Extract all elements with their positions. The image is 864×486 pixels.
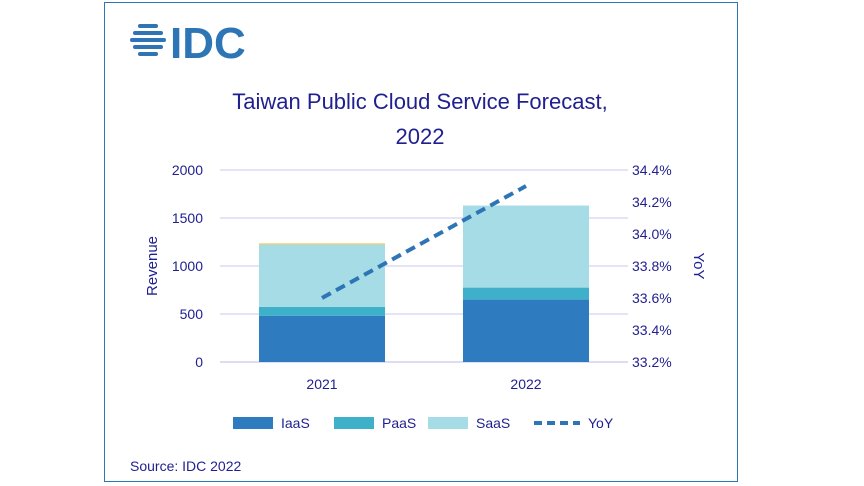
y2-tick-label: 34.0% xyxy=(632,226,672,242)
y2-tick-label: 34.4% xyxy=(632,162,672,178)
legend-label-saas: SaaS xyxy=(476,415,510,431)
x-axis-ticks: 2021 2022 xyxy=(306,376,541,392)
chart-title-line: Taiwan Public Cloud Service Forecast, xyxy=(232,89,607,114)
legend-label-yoy: YoY xyxy=(588,415,614,431)
legend-swatch-paas xyxy=(334,417,374,429)
y2-tick-label: 33.8% xyxy=(632,258,672,274)
y-axis-ticks: 0 500 1000 1500 2000 xyxy=(172,162,203,370)
x-tick-label: 2022 xyxy=(510,376,541,392)
bar-iaas-2022 xyxy=(463,299,589,362)
bar-segment-2021 xyxy=(259,243,385,245)
bar-paas-2021 xyxy=(259,306,385,316)
yoy-line-layer xyxy=(321,184,527,300)
yoy-line xyxy=(321,184,527,300)
source-note: Source: IDC 2022 xyxy=(130,458,242,474)
legend-swatch-iaas xyxy=(233,417,273,429)
axis-labels: Revenue YoY xyxy=(144,236,707,296)
idc-globe-icon xyxy=(130,24,166,56)
y-tick-label: 1500 xyxy=(172,210,203,226)
y2-tick-label: 33.2% xyxy=(632,354,672,370)
y-axis-label: Revenue xyxy=(144,236,161,296)
y2-tick-label: 33.4% xyxy=(632,322,672,338)
y-tick-label: 500 xyxy=(180,306,204,322)
legend: IaaS PaaS SaaS YoY xyxy=(233,415,614,431)
y2-axis-ticks: 33.2% 33.4% 33.6% 33.8% 34.0% 34.2% 34.4% xyxy=(632,162,672,370)
y2-tick-label: 33.6% xyxy=(632,290,672,306)
bar-iaas-2021 xyxy=(259,315,385,362)
y-tick-label: 1000 xyxy=(172,258,203,274)
idc-logo-text: IDC xyxy=(170,19,246,64)
legend-label-paas: PaaS xyxy=(382,415,416,431)
y-tick-label: 2000 xyxy=(172,162,203,178)
chart-title: Taiwan Public Cloud Service Forecast, 202… xyxy=(232,89,607,149)
bar-paas-2022 xyxy=(463,287,589,300)
idc-logo: IDC xyxy=(130,19,246,64)
legend-label-iaas: IaaS xyxy=(281,415,310,431)
legend-swatch-saas xyxy=(428,417,468,429)
bar-saas-2022 xyxy=(463,205,589,288)
y-tick-label: 0 xyxy=(195,354,203,370)
bars xyxy=(259,205,589,362)
x-tick-label: 2021 xyxy=(306,376,337,392)
y2-tick-label: 34.2% xyxy=(632,194,672,210)
chart-title-line: 2022 xyxy=(396,124,445,149)
y2-axis-label: YoY xyxy=(690,253,707,280)
